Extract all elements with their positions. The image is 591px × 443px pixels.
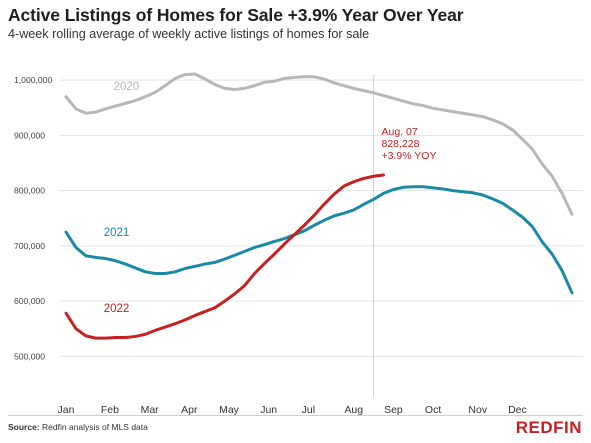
- chart-title: Active Listings of Homes for Sale +3.9% …: [8, 5, 464, 25]
- x-tick-label: Apr: [181, 404, 198, 416]
- x-tick-label: Mar: [141, 404, 160, 416]
- x-tick-label: Feb: [101, 404, 119, 416]
- series-label-2021: 2021: [104, 227, 130, 239]
- x-tick-label: Jan: [58, 404, 75, 416]
- y-axis-ticks: 500,000 600,000 700,000 800,000 900,000 1,000…: [14, 75, 52, 361]
- y-tick-label: 600,000: [14, 296, 45, 306]
- x-tick-label: Jun: [260, 404, 277, 416]
- y-tick-label: 700,000: [14, 241, 45, 251]
- series-labels: 2020 2021 2022: [104, 81, 140, 315]
- series-line-2022: [64, 173, 385, 340]
- chart-subtitle: 4-week rolling average of weekly active …: [8, 27, 370, 41]
- redfin-logo: REDFIN: [515, 418, 582, 437]
- series-lines: [64, 72, 574, 340]
- x-tick-label: Jul: [302, 404, 315, 416]
- footer-divider: [8, 415, 583, 416]
- y-tick-label: 900,000: [14, 130, 45, 140]
- series-label-2020: 2020: [114, 81, 140, 93]
- x-tick-label: Dec: [508, 404, 527, 416]
- x-tick-label: Oct: [425, 404, 441, 416]
- gridlines: [60, 79, 583, 357]
- x-axis-ticks: Jan Feb Mar Apr May Jun Jul Aug Sep Oct Nov Dec: [58, 404, 527, 416]
- x-tick-label: Sep: [384, 404, 403, 416]
- source-text: Redfin analysis of MLS data: [42, 422, 148, 432]
- y-tick-label: 800,000: [14, 186, 45, 196]
- series-label-2022: 2022: [104, 303, 130, 315]
- annotation-text: +3.9% YOY: [381, 150, 436, 162]
- series-line-2021: [64, 185, 574, 295]
- annotation-text: Aug. 07: [381, 126, 417, 138]
- y-tick-label: 500,000: [14, 351, 45, 361]
- annotation-text: 828,228: [381, 138, 419, 150]
- y-tick-label: 1,000,000: [14, 75, 52, 85]
- series-line-2020: [64, 72, 574, 216]
- x-tick-label: Aug: [344, 404, 363, 416]
- source-note: Source: Redfin analysis of MLS data: [8, 422, 148, 432]
- x-tick-label: Nov: [468, 404, 487, 416]
- source-label: Source:: [8, 422, 40, 432]
- x-tick-label: May: [219, 404, 240, 416]
